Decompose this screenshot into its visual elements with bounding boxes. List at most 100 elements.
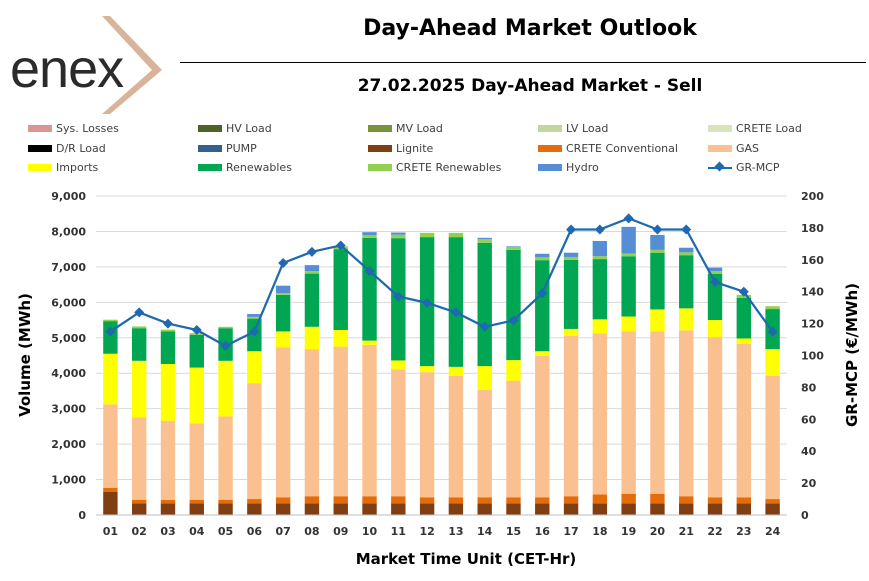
bar-segment: [448, 237, 464, 367]
x-tick-label: 13: [448, 525, 463, 538]
gr-mcp-marker: [710, 277, 721, 288]
gr-mcp-marker: [191, 324, 202, 335]
y2-tick-label: 200: [801, 190, 824, 203]
gr-mcp-marker: [652, 224, 663, 235]
bar-segment: [160, 503, 176, 515]
bar-segment: [592, 503, 608, 515]
gr-mcp-marker: [537, 288, 548, 299]
legend-item: PUMP: [198, 141, 257, 155]
bar-segment: [362, 237, 377, 341]
y-axis-title: Volume (MWh): [16, 293, 34, 417]
bar-segment: [679, 255, 694, 309]
bar-segment: [189, 423, 204, 500]
bar-segment: [247, 383, 262, 500]
y-tick-label: 5,000: [51, 332, 86, 345]
bar-segment: [362, 234, 377, 238]
bar-segment: [275, 293, 291, 295]
bar-segment: [362, 344, 377, 497]
bar-segment: [592, 319, 608, 334]
bar-segment: [563, 503, 579, 515]
bar-segment: [362, 232, 377, 235]
bar-segment: [419, 366, 435, 373]
legend-swatch: [198, 124, 222, 132]
y2-tick-label: 140: [801, 286, 824, 299]
gr-mcp-marker: [220, 340, 231, 351]
bar-segment: [477, 389, 492, 498]
legend-item: CRETE Load: [708, 121, 802, 135]
bar-segment: [650, 331, 665, 494]
bar-segment: [535, 253, 550, 258]
bar-segment: [563, 336, 579, 497]
bar-segment: [679, 252, 694, 256]
bar-segment: [506, 360, 521, 381]
bar-segment: [362, 503, 377, 515]
bar-segment: [448, 366, 464, 376]
bar-segment: [650, 309, 665, 332]
gr-mcp-marker: [335, 240, 346, 251]
x-tick-label: 21: [679, 525, 694, 538]
bar-segment: [621, 226, 636, 254]
x-tick-label: 02: [132, 525, 147, 538]
bar-segment: [477, 242, 492, 367]
bar-segment: [621, 493, 636, 504]
bar-segment: [103, 491, 118, 515]
legend-item: Hydro: [538, 160, 599, 174]
legend-item: GAS: [708, 141, 759, 155]
chart-subtitle: 27.02.2025 Day-Ahead Market - Sell: [357, 76, 703, 96]
bar-segment: [218, 503, 233, 515]
y2-tick-label: 100: [801, 350, 824, 363]
legend-item: CRETE Renewables: [368, 160, 501, 174]
bar-segment: [333, 503, 348, 515]
legend-line-marker-icon: [708, 164, 732, 171]
y-tick-label: 7,000: [51, 261, 86, 274]
bar-segment: [448, 375, 464, 498]
bar-segment: [391, 496, 406, 504]
bar-segment: [592, 494, 608, 504]
bar-segment: [506, 246, 521, 248]
legend-swatch: [198, 144, 222, 152]
bar-segment: [592, 333, 608, 495]
bar-segment: [189, 503, 204, 515]
bar-segment: [275, 294, 291, 332]
y-tick-label: 3,000: [51, 403, 86, 416]
bar-segment: [391, 232, 406, 235]
title-divider: [180, 62, 866, 63]
gr-mcp-marker: [393, 291, 404, 302]
bar-segment: [189, 499, 204, 504]
gr-mcp-marker: [681, 224, 692, 235]
bar-segment: [765, 306, 780, 310]
bar-segment: [765, 503, 780, 515]
bar-segment: [304, 271, 320, 274]
legend-label: Sys. Losses: [56, 121, 119, 135]
bar-segment: [736, 297, 752, 339]
bar-segment: [304, 273, 320, 327]
bar-segment: [563, 259, 579, 329]
bar-segment: [419, 497, 435, 504]
bar-segment: [247, 314, 262, 317]
y2-tick-label: 60: [801, 413, 817, 426]
bar-segment: [362, 496, 377, 504]
bar-segment: [535, 355, 550, 498]
y-tick-label: 2,000: [51, 438, 86, 451]
gr-mcp-marker: [422, 297, 433, 308]
x-tick-label: 23: [736, 525, 751, 538]
page-title: Day-Ahead Market Outlook: [363, 16, 697, 41]
bar-segment: [218, 360, 233, 417]
bar-segment: [592, 259, 608, 320]
legend-label: CRETE Conventional: [566, 141, 678, 155]
bar-segment: [506, 247, 521, 250]
x-tick-label: 06: [247, 525, 263, 538]
bar-segment: [247, 351, 262, 384]
gr-mcp-marker: [738, 286, 749, 297]
y2-tick-label: 120: [801, 318, 824, 331]
legend-item: LV Load: [538, 121, 608, 135]
bar-segment: [333, 249, 348, 330]
bar-segment: [650, 493, 665, 504]
legend-swatch: [368, 144, 392, 152]
legend-item: GR-MCP: [708, 160, 780, 174]
legend-label: HV Load: [226, 121, 272, 135]
bar-segment: [304, 496, 320, 504]
legend-label: CRETE Load: [736, 121, 802, 135]
bar-segment: [131, 328, 147, 361]
bar-segment: [160, 499, 176, 504]
